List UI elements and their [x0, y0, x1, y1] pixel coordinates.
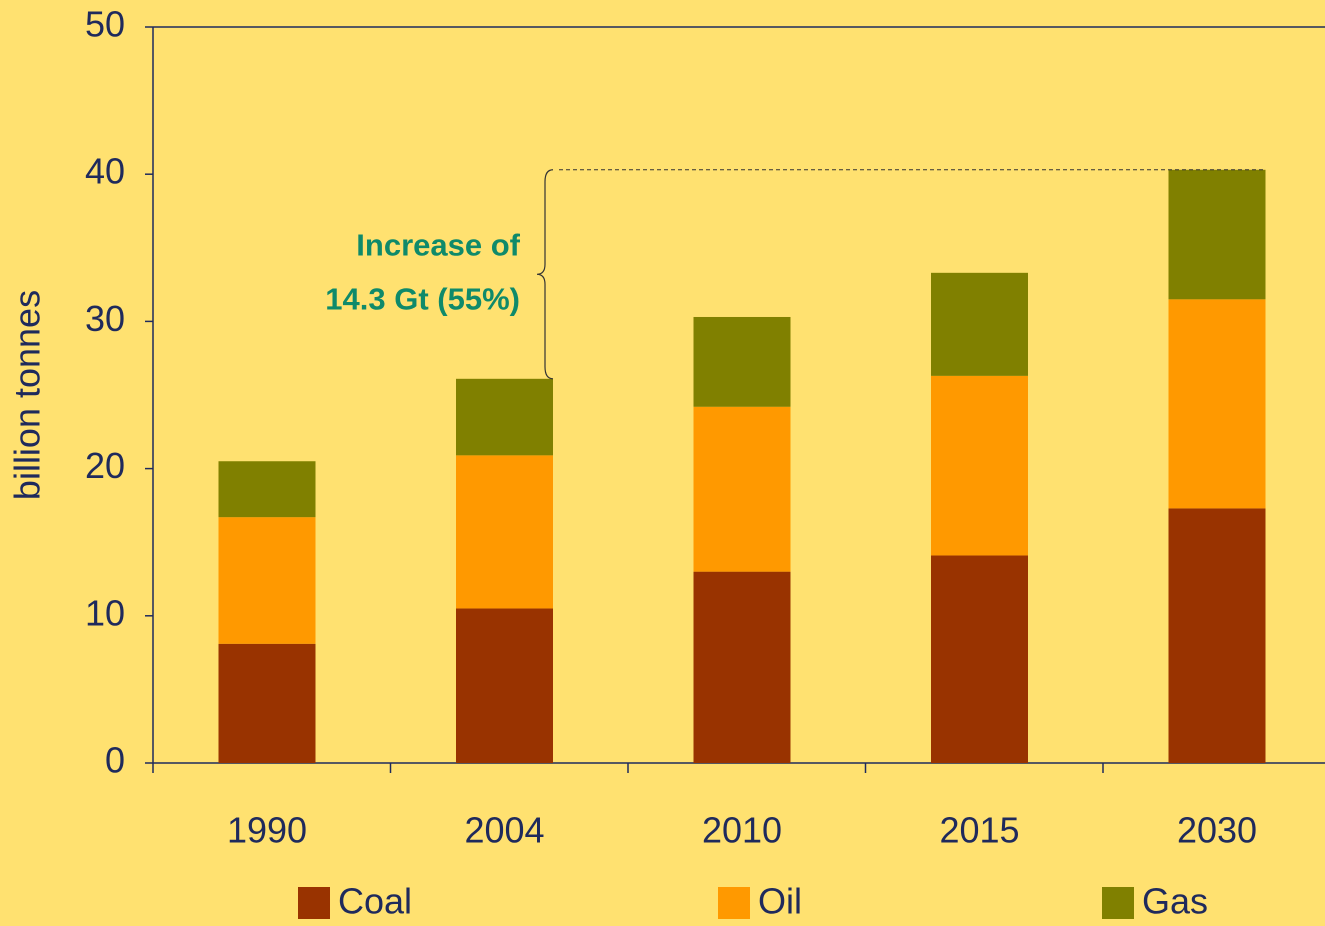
- y-tick-label: 0: [105, 740, 125, 781]
- legend-swatch: [1102, 887, 1134, 919]
- bar-segment: [218, 461, 316, 518]
- y-tick-label: 40: [85, 151, 125, 192]
- legend-label: Coal: [338, 881, 412, 922]
- legend-label: Oil: [758, 881, 802, 922]
- legend-swatch: [718, 887, 750, 919]
- legend-swatch: [298, 887, 330, 919]
- annotation-brace: [536, 169, 554, 380]
- bar-segment: [1168, 169, 1266, 300]
- x-tick-label: 2030: [1177, 810, 1257, 851]
- bar-segment: [693, 316, 791, 407]
- bar-segment: [693, 406, 791, 572]
- annotation-text: 14.3 Gt (55%): [325, 281, 520, 316]
- bar-segment: [218, 517, 316, 644]
- x-tick-label: 2010: [702, 810, 782, 851]
- bar-segment: [931, 272, 1028, 376]
- bar-segment: [931, 375, 1028, 556]
- x-tick-label: 1990: [227, 810, 307, 851]
- annotation-text: Increase of: [356, 227, 520, 262]
- bar-segment: [218, 643, 316, 763]
- legend-label: Gas: [1142, 881, 1208, 922]
- bar-segment: [1168, 508, 1266, 763]
- y-tick-label: 20: [85, 445, 125, 486]
- y-tick-label: 30: [85, 298, 125, 339]
- y-tick-label: 50: [85, 4, 125, 45]
- x-tick-label: 2004: [464, 810, 544, 851]
- bar-segment: [456, 455, 553, 609]
- bar-segment: [1168, 299, 1266, 509]
- y-tick-label: 10: [85, 592, 125, 633]
- bar-segment: [931, 555, 1028, 763]
- bar-segment: [456, 608, 553, 763]
- bar-segment: [693, 571, 791, 763]
- bar-segment: [456, 378, 553, 456]
- x-tick-label: 2015: [939, 810, 1019, 851]
- y-axis-label: billion tonnes: [7, 290, 48, 500]
